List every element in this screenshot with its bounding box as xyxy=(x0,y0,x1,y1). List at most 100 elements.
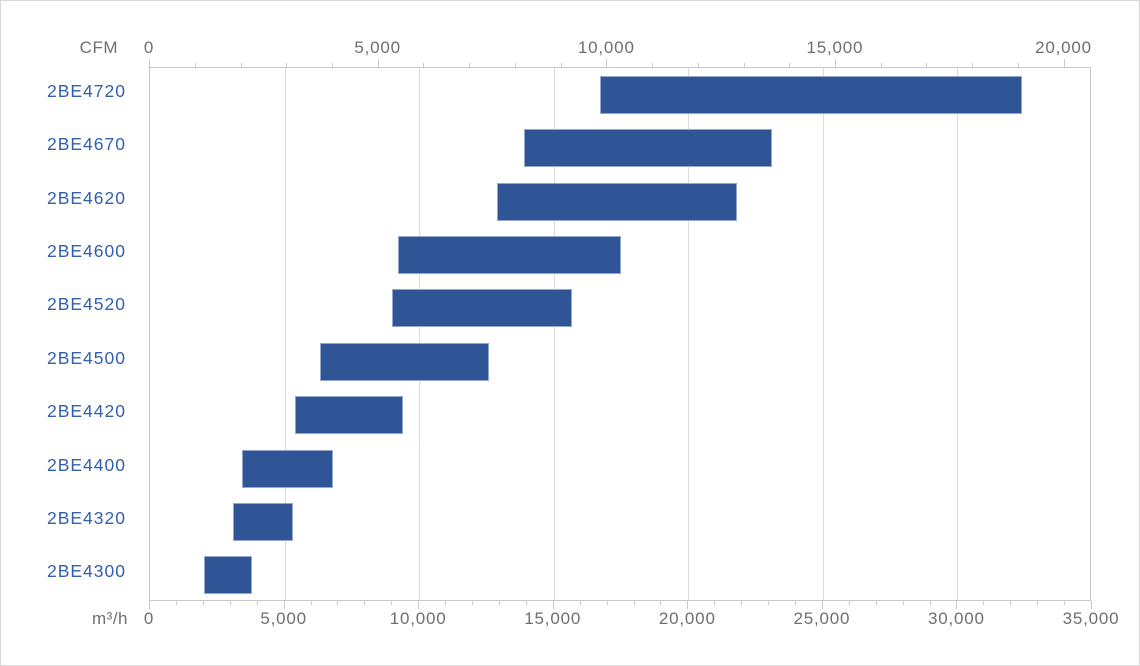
category-label: 2BE4600 xyxy=(46,240,126,261)
bottom-axis-minor-tick xyxy=(1010,601,1012,605)
bottom-axis-minor-tick xyxy=(902,601,904,605)
bottom-axis-minor-tick xyxy=(929,601,931,605)
top-axis-tick-label: 20,000 xyxy=(1035,38,1092,57)
bottom-axis-minor-tick xyxy=(660,601,662,605)
bottom-axis-minor-tick xyxy=(633,601,635,605)
category-label: 2BE4500 xyxy=(46,347,126,368)
category-label: 2BE4520 xyxy=(46,294,126,315)
top-axis-tick-label: 15,000 xyxy=(806,38,864,57)
bottom-axis-minor-tick xyxy=(498,601,500,605)
bottom-axis-tick-label: 25,000 xyxy=(793,609,851,628)
bottom-axis-minor-tick xyxy=(983,601,985,605)
bottom-axis-tick-label: 30,000 xyxy=(927,609,985,628)
top-axis-minor-tick xyxy=(469,63,471,67)
gridline xyxy=(957,68,959,600)
category-label: 2BE4670 xyxy=(46,134,126,155)
bottom-axis-major-tick xyxy=(418,601,420,609)
bottom-axis-major-tick xyxy=(821,601,823,609)
range-bar xyxy=(233,502,293,541)
range-bar xyxy=(524,129,772,168)
top-axis-minor-tick xyxy=(194,63,196,67)
bottom-axis-minor-tick xyxy=(1064,601,1066,605)
bottom-axis-unit-label: m³/h xyxy=(92,609,128,628)
bottom-axis-major-tick xyxy=(687,601,689,609)
range-bar xyxy=(203,556,253,595)
top-axis-minor-tick xyxy=(286,63,288,67)
gridline xyxy=(419,68,421,600)
bottom-axis-minor-tick xyxy=(337,601,339,605)
bottom-axis-major-tick xyxy=(1091,601,1092,609)
range-bar xyxy=(295,396,403,435)
bottom-axis-major-tick xyxy=(149,601,150,609)
category-label: 2BE4620 xyxy=(46,187,126,208)
top-axis-tick-label: 5,000 xyxy=(354,38,401,57)
bottom-axis-minor-tick xyxy=(310,601,312,605)
bottom-axis-major-tick xyxy=(956,601,958,609)
bottom-axis-minor-tick xyxy=(391,601,393,605)
top-axis-minor-tick xyxy=(789,63,791,67)
top-axis-major-tick xyxy=(1063,59,1065,67)
bottom-axis-tick-label: 10,000 xyxy=(389,609,447,628)
category-label: 2BE4400 xyxy=(46,454,126,475)
category-label: 2BE4720 xyxy=(46,80,126,101)
bottom-axis-major-tick xyxy=(283,601,285,609)
category-label: 2BE4300 xyxy=(46,561,126,582)
top-axis-minor-tick xyxy=(560,63,562,67)
bottom-axis-tick-label: 5,000 xyxy=(260,609,307,628)
top-axis-minor-tick xyxy=(652,63,653,67)
category-label: 2BE4420 xyxy=(46,401,126,422)
bottom-axis-tick-label: 20,000 xyxy=(658,609,716,628)
gridline xyxy=(284,68,286,600)
bottom-axis-minor-tick xyxy=(794,601,796,605)
top-axis-minor-tick xyxy=(1017,63,1019,67)
range-bar xyxy=(599,75,1023,114)
top-axis-minor-tick xyxy=(240,63,242,67)
top-axis-minor-tick xyxy=(423,63,425,67)
bottom-axis-minor-tick xyxy=(1037,601,1039,605)
bottom-axis-minor-tick xyxy=(606,601,608,605)
range-bar xyxy=(497,182,737,221)
bottom-axis-minor-tick xyxy=(741,601,743,605)
top-axis-minor-tick xyxy=(743,63,745,67)
top-axis-major-tick xyxy=(606,59,608,67)
bottom-axis-minor-tick xyxy=(364,601,366,605)
bottom-axis-minor-tick xyxy=(256,601,258,605)
range-bar xyxy=(241,449,333,488)
range-bar xyxy=(392,289,573,328)
bottom-axis-minor-tick xyxy=(202,601,204,605)
top-axis-major-tick xyxy=(377,59,379,67)
top-axis-tick-label: 10,000 xyxy=(577,38,635,57)
gridline xyxy=(822,68,824,600)
bottom-axis-minor-tick xyxy=(525,601,527,605)
category-label: 2BE4320 xyxy=(46,507,126,528)
top-axis-minor-tick xyxy=(880,63,882,67)
top-axis-unit-label: CFM xyxy=(79,38,118,57)
bottom-axis-minor-tick xyxy=(768,601,769,605)
bottom-axis-minor-tick xyxy=(714,601,716,605)
plot-area xyxy=(149,67,1091,601)
top-axis-minor-tick xyxy=(514,63,516,67)
bottom-axis-minor-tick xyxy=(875,601,877,605)
bottom-axis-tick-label: 0 xyxy=(143,609,155,628)
top-axis-minor-tick xyxy=(697,63,699,67)
bottom-axis-minor-tick xyxy=(229,601,231,605)
bottom-axis-minor-tick xyxy=(472,601,473,605)
top-axis-major-tick xyxy=(834,59,836,67)
top-axis-minor-tick xyxy=(972,63,974,67)
range-bar xyxy=(319,342,490,381)
bottom-axis-minor-tick xyxy=(445,601,447,605)
top-axis-major-tick xyxy=(149,59,150,67)
bottom-axis-minor-tick xyxy=(579,601,581,605)
bottom-axis-minor-tick xyxy=(848,601,850,605)
bottom-axis-tick-label: 35,000 xyxy=(1062,609,1120,628)
top-axis-minor-tick xyxy=(926,63,928,67)
range-bar xyxy=(397,235,621,274)
bottom-axis-minor-tick xyxy=(175,601,177,605)
category-axis: 2BE4720 2BE4670 2BE4620 2BE4600 2BE4520 2BE45… xyxy=(1,67,135,601)
gridline xyxy=(553,68,555,600)
top-axis-minor-tick xyxy=(331,63,333,67)
gridline xyxy=(688,68,690,600)
top-axis-tick-label: 0 xyxy=(143,38,155,57)
bottom-axis-tick-label: 15,000 xyxy=(524,609,582,628)
